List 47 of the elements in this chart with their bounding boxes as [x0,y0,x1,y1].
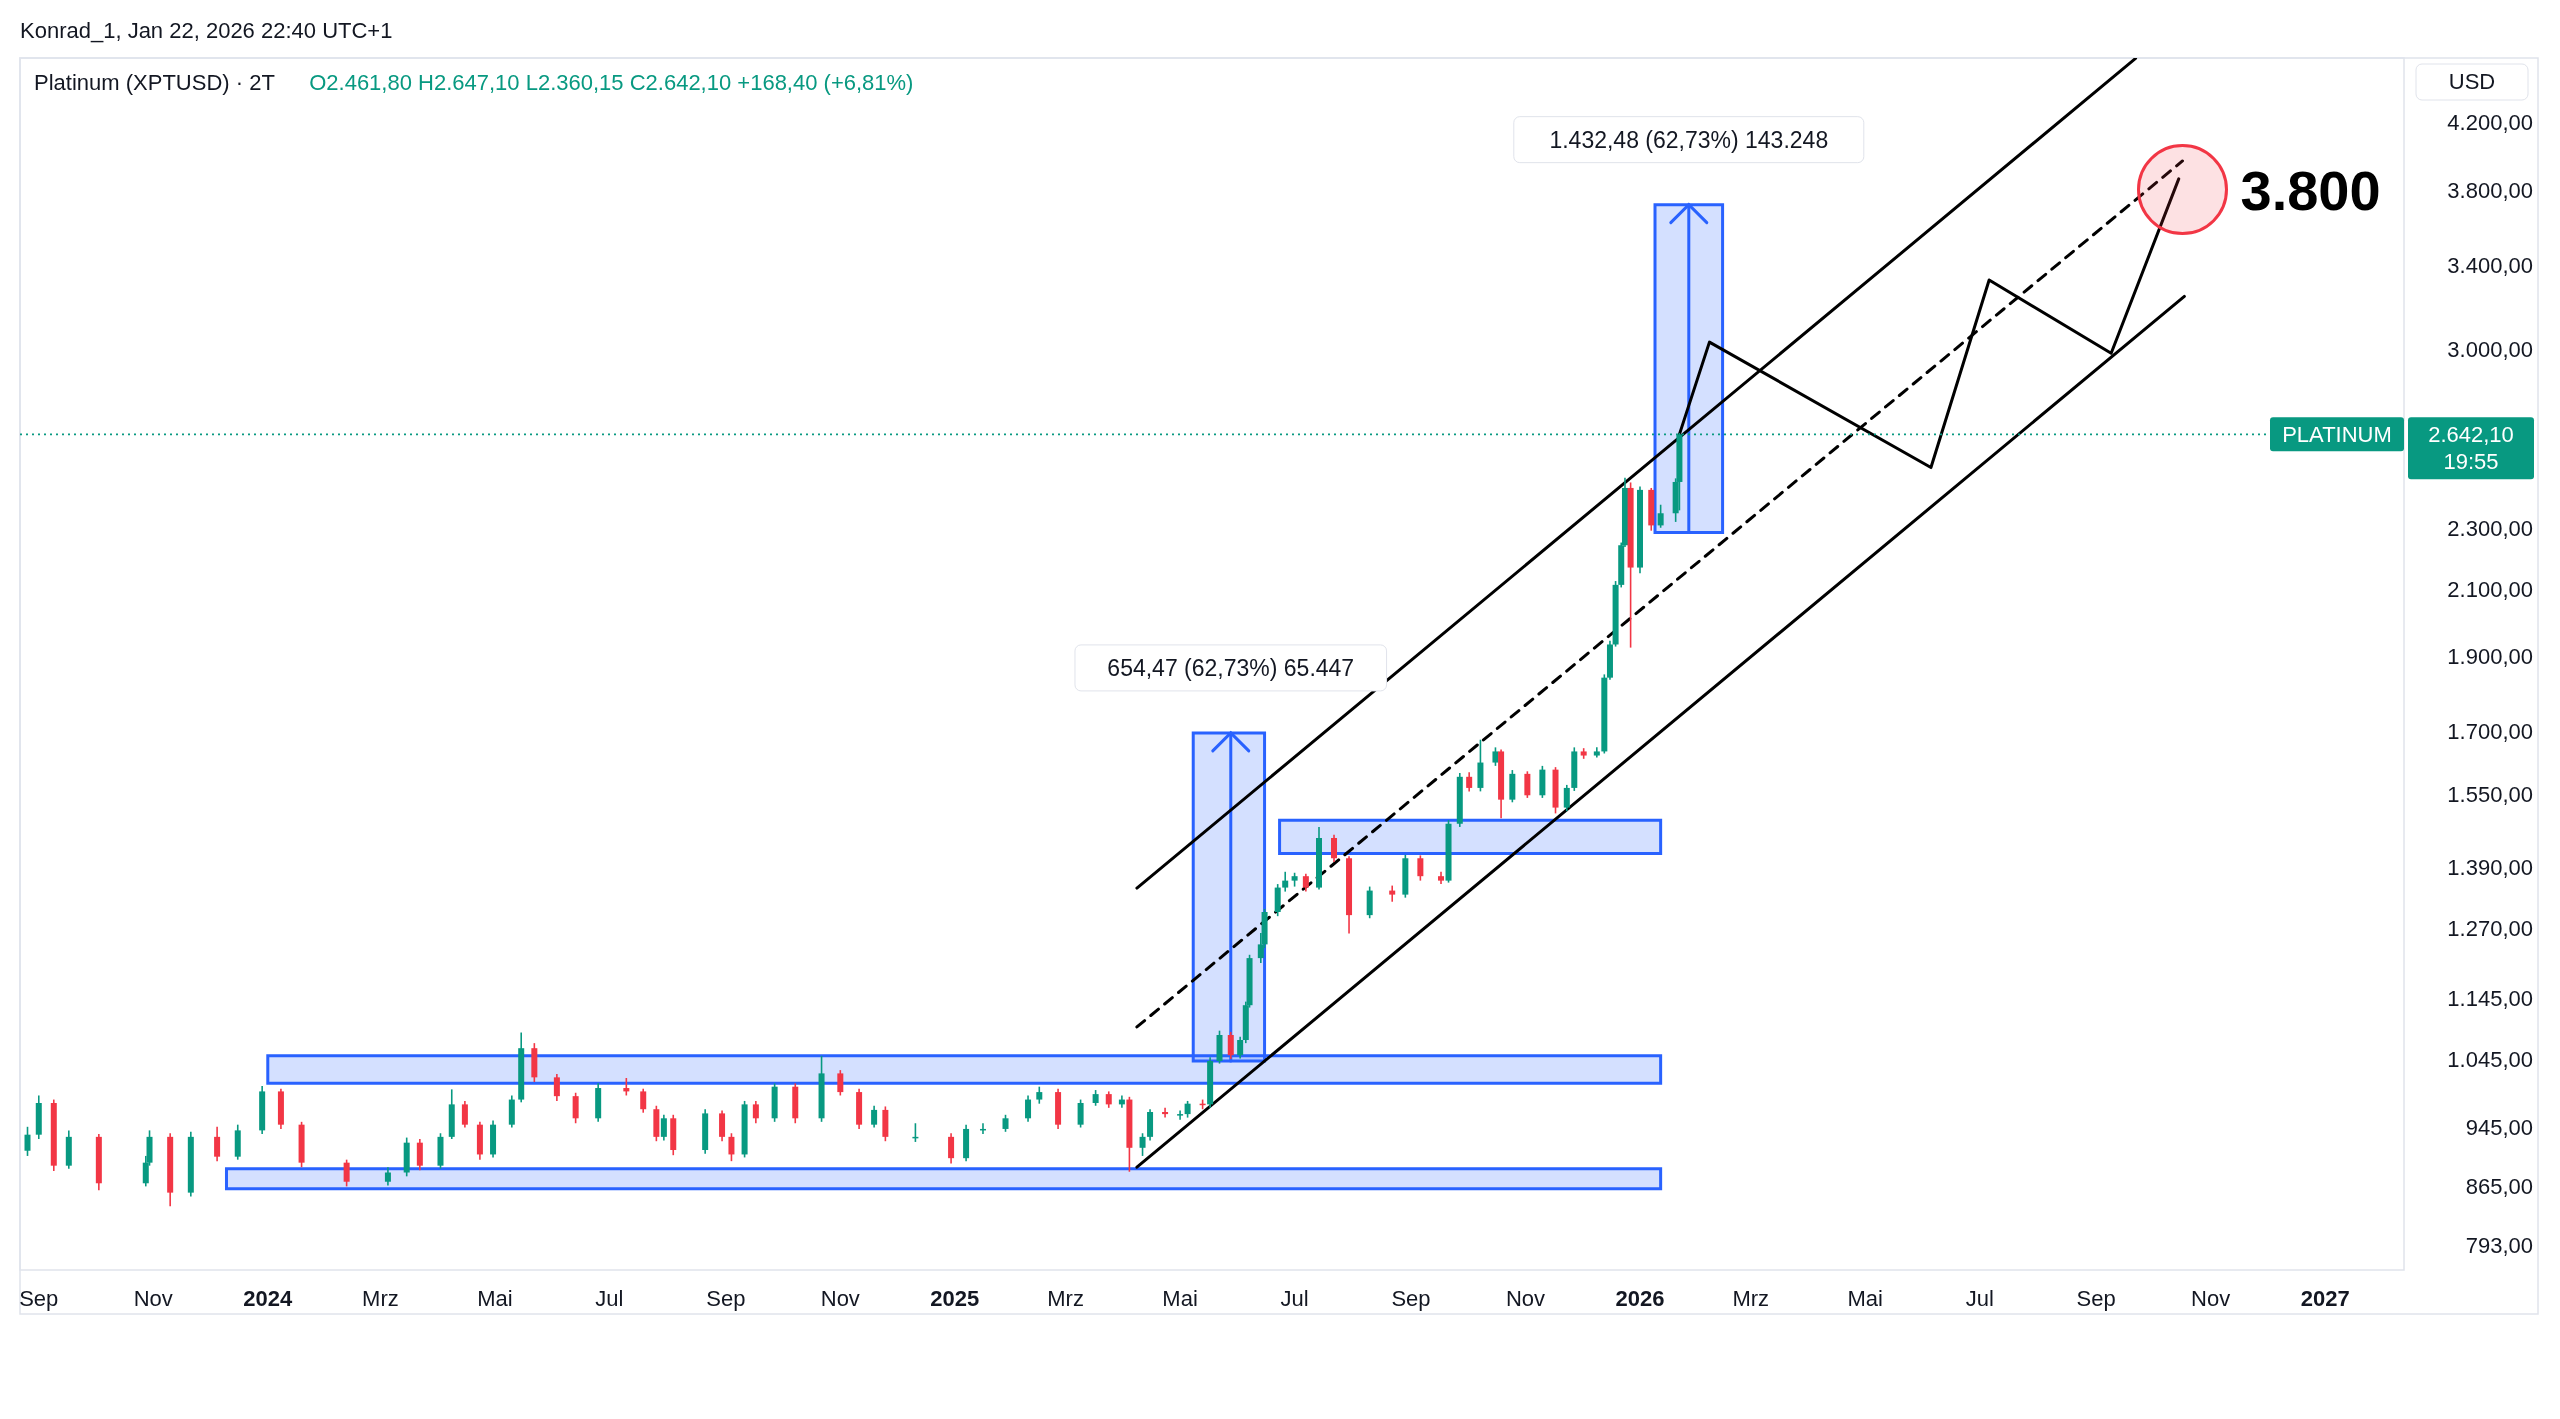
y-tick-label: 3.400,00 [2447,252,2533,278]
y-tick-label: 3.000,00 [2447,336,2533,362]
x-tick-label: Mai [477,1286,513,1311]
x-tick-label: Nov [1505,1286,1546,1311]
x-tick-label: Mai [1162,1286,1198,1311]
x-tick-label: 2025 [930,1286,980,1311]
y-tick-label: 1.045,00 [2447,1047,2533,1073]
y-tick-label: 1.270,00 [2447,915,2533,941]
x-tick-label: Jul [1280,1286,1309,1311]
x-tick-label: Nov [820,1286,860,1311]
y-tick-label: 1.145,00 [2447,985,2533,1011]
x-tick-label: 2027 [2300,1286,2350,1311]
text: 2.642,10 [2428,422,2514,448]
x-tick-label: Sep [706,1286,746,1311]
y-tick-label: 4.200,00 [2447,110,2533,136]
annotation: 3.800 [2240,158,2381,222]
x-tick-label: Mrz [1732,1286,1770,1311]
x-tick-label: 2024 [243,1286,294,1311]
x-tick-label: Jul [595,1286,624,1311]
annotation: O2.461,80 H2.647,10 L2.360,15 C2.642,10 +168,40 (+6,81%) [309,70,914,95]
annotation: 654,47 (62,73%) 65.447 [1107,654,1355,681]
y-axis-title: USD [2448,69,2496,94]
annotation: 1.432,48 (62,73%) 143.248 [1549,126,1829,153]
y-tick-label: 1.700,00 [2447,719,2533,745]
x-tick-label: Jul [1965,1286,1994,1311]
x-tick-label: Nov [133,1286,173,1311]
y-tick-label: 1.550,00 [2447,781,2533,807]
y-tick-label: 2.300,00 [2447,515,2533,541]
x-tick-label: Sep [2076,1286,2116,1311]
y-tick-label: 1.900,00 [2447,644,2533,670]
y-tick-label: 3.800,00 [2447,177,2533,203]
x-tick-label: Nov [2191,1286,2231,1311]
x-tick-label: Sep [1391,1286,1431,1311]
x-tick-label: Sep [19,1286,59,1311]
y-tick-label: 865,00 [2465,1174,2533,1200]
y-tick-label: 1.390,00 [2447,854,2533,880]
y-tick-label: 945,00 [2465,1114,2533,1140]
text: 19:55 [2443,449,2499,475]
ref-line-label: PLATINUM [2282,422,2392,448]
x-tick-label: Mrz [1047,1286,1084,1311]
x-tick-label: Mrz [362,1286,399,1311]
x-tick-label: 2026 [1615,1286,1665,1311]
text: Platinum (XPTUSD) · 2T [34,70,275,95]
y-tick-label: 793,00 [2465,1232,2533,1258]
y-tick-label: 2.100,00 [2447,577,2533,603]
text: Konrad_1, Jan 22, 2026 22:40 UTC+1 [20,18,393,43]
x-tick-label: Mai [1847,1286,1883,1311]
